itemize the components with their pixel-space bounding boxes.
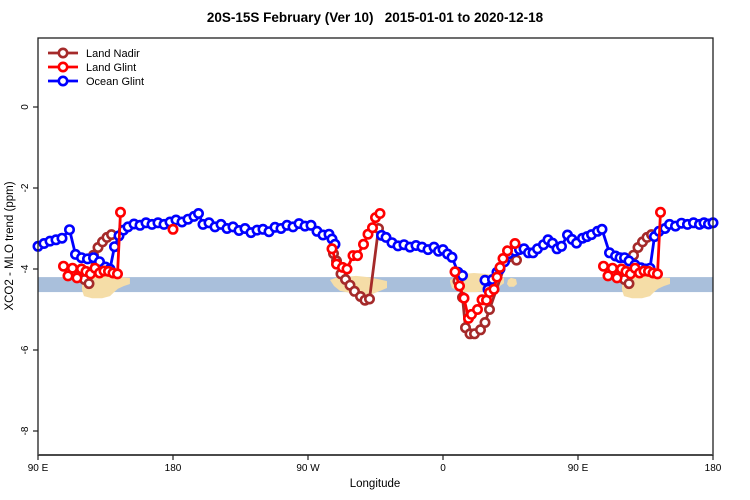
legend-label: Ocean Glint — [86, 76, 144, 88]
land-nadir-point — [479, 316, 491, 328]
land-nadir-point — [510, 254, 522, 266]
ocean-glint-point — [193, 208, 205, 220]
legend: Land Nadir Land Glint Ocean Glint — [48, 47, 144, 88]
x-tick-label: 90 E — [28, 463, 49, 474]
axes-layer: 90 E 180 90 W 0 90 E 180 0 -2 -4 -6 -8 — [20, 37, 722, 474]
land-glint-point — [471, 303, 483, 315]
land-nadir-point — [83, 278, 95, 290]
land-glint-point — [67, 262, 79, 274]
land-glint-point — [458, 292, 470, 304]
land-glint-point — [57, 260, 69, 272]
x-tick-label: 90 E — [568, 463, 589, 474]
land-nadir-point — [363, 293, 375, 305]
land-glint-point — [509, 238, 521, 250]
y-tick-label: 0 — [20, 104, 31, 110]
wheat-region-3 — [507, 277, 517, 287]
y-tick-label: -2 — [20, 183, 31, 192]
land-glint-point — [611, 272, 623, 284]
land-glint-point — [366, 222, 378, 234]
legend-marker — [57, 61, 69, 73]
land-nadir-point — [623, 278, 635, 290]
land-glint-point — [491, 271, 503, 283]
land-glint-point — [374, 208, 386, 220]
ocean-glint-point — [56, 232, 68, 244]
ocean-glint-point — [446, 251, 458, 263]
land-glint-point — [341, 263, 353, 275]
land-glint-point — [112, 268, 124, 280]
y-tick-label: -6 — [20, 345, 31, 354]
series-layer — [32, 206, 719, 340]
land-glint-point — [497, 253, 509, 265]
land-glint-point — [351, 250, 363, 262]
land-glint-point — [488, 283, 500, 295]
land-glint-point — [71, 272, 83, 284]
legend-label: Land Nadir — [86, 48, 140, 60]
x-axis-title: Longitude — [350, 478, 401, 490]
legend-label: Land Glint — [86, 62, 136, 74]
land-glint-point — [167, 223, 179, 235]
land-glint-point — [453, 280, 465, 292]
x-tick-label: 0 — [440, 463, 446, 474]
land-glint-point — [449, 266, 461, 278]
x-tick-label: 180 — [165, 463, 182, 474]
x-tick-label: 180 — [705, 463, 722, 474]
legend-entry-land-nadir: Land Nadir — [48, 47, 140, 60]
land-glint-point — [357, 238, 369, 250]
land-glint-point — [501, 245, 513, 257]
chart-title: 20S-15S February (Ver 10) 2015-01-01 to … — [207, 10, 544, 25]
ocean-glint-point — [64, 224, 76, 236]
legend-marker — [57, 75, 69, 87]
legend-marker — [57, 47, 69, 59]
land-nadir-point — [483, 303, 495, 315]
land-glint-point — [597, 260, 609, 272]
land-glint-point — [115, 206, 127, 218]
ocean-glint-point — [596, 223, 608, 235]
land-glint-point — [494, 261, 506, 273]
series-ocean-glint — [32, 208, 719, 295]
legend-entry-ocean-glint: Ocean Glint — [48, 75, 144, 88]
land-glint-point — [651, 268, 663, 280]
land-glint-point — [606, 262, 618, 274]
y-tick-label: -4 — [20, 264, 31, 273]
land-glint-point — [654, 206, 666, 218]
ocean-glint-point — [555, 240, 567, 252]
legend-entry-land-glint: Land Glint — [48, 61, 136, 74]
y-tick-label: -8 — [20, 426, 31, 435]
x-tick-label: 90 W — [296, 463, 320, 474]
series-land-glint — [57, 206, 666, 324]
ocean-glint-point — [305, 219, 317, 231]
y-axis-title: XCO2 - MLO trend (ppm) — [4, 181, 16, 310]
land-glint-point — [326, 243, 338, 255]
